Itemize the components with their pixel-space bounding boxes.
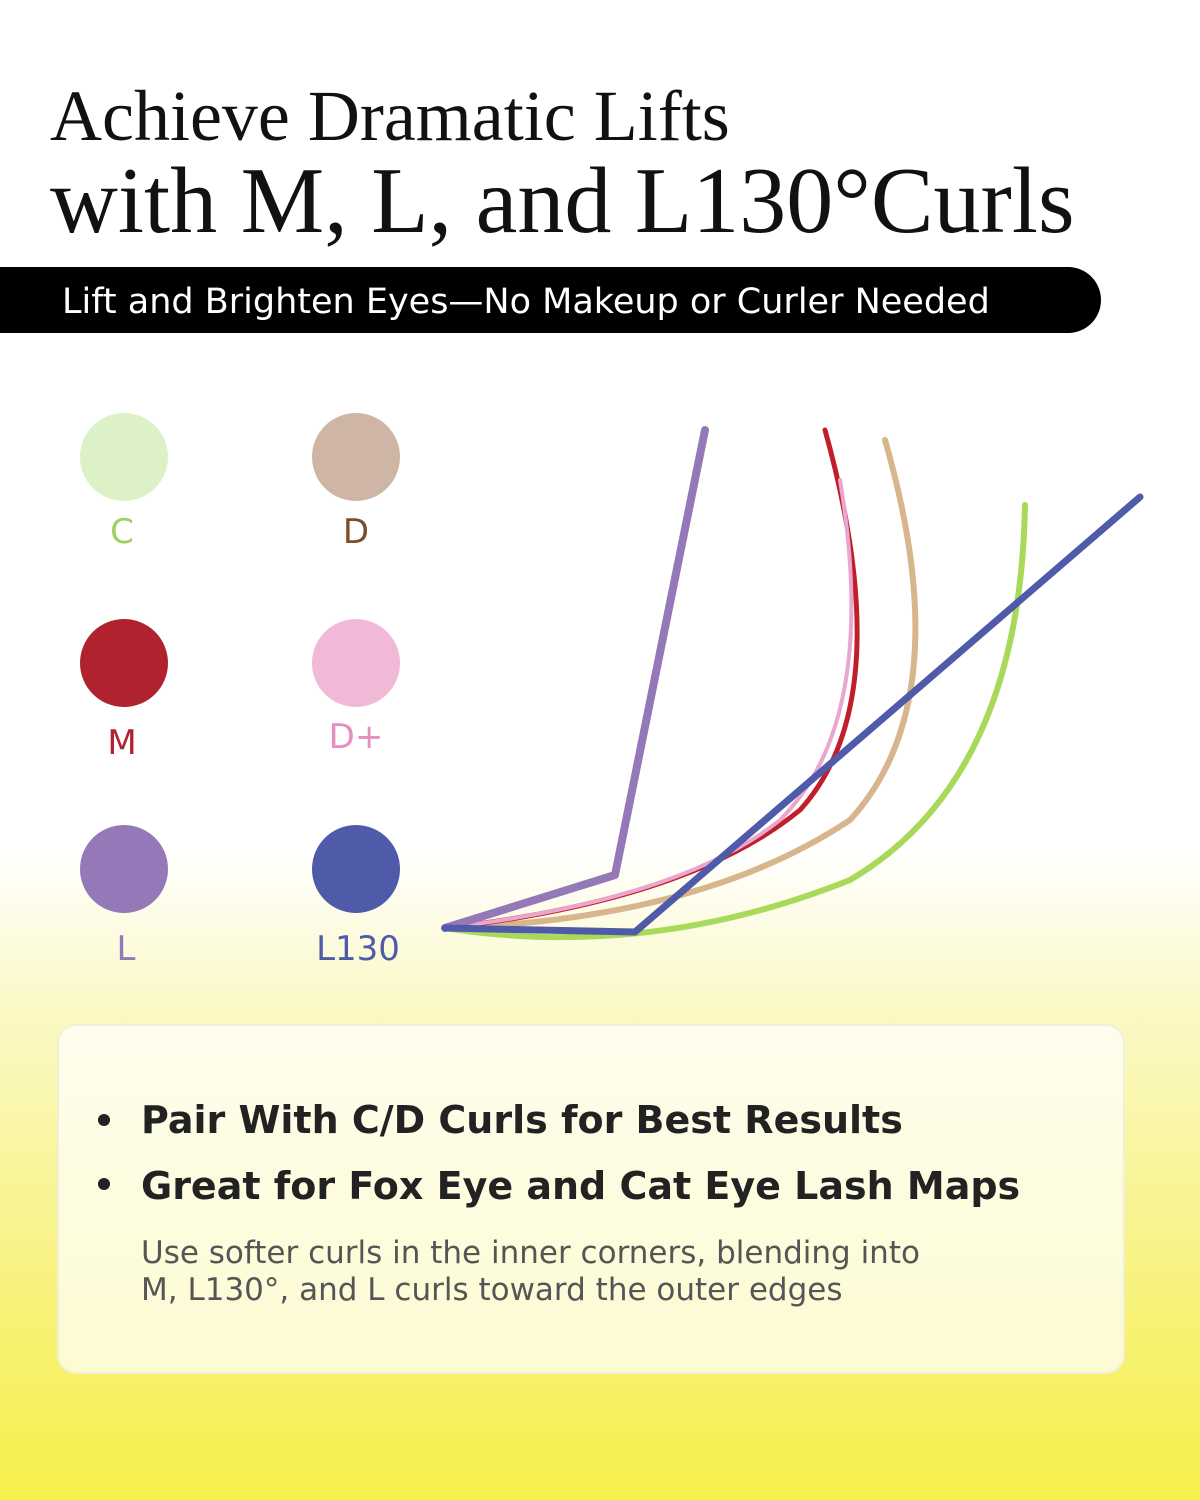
- legend-label: D: [343, 512, 369, 552]
- swatch: [80, 825, 168, 913]
- legend-label: L: [117, 929, 136, 969]
- bullet: [98, 1178, 110, 1190]
- legend-label: L130: [316, 929, 400, 969]
- swatch: [80, 413, 168, 501]
- swatch: [312, 619, 400, 707]
- subtitle: Lift and Brighten Eyes—No Makeup or Curl…: [62, 282, 990, 322]
- bullet: [98, 1114, 110, 1126]
- swatch: [312, 825, 400, 913]
- note: M, L130°, and L curls toward the outer e…: [141, 1272, 842, 1308]
- legend-label: C: [110, 512, 134, 552]
- tip: Pair With C/D Curls for Best Results: [141, 1098, 903, 1142]
- legend-label: D+: [329, 717, 384, 757]
- title-line1: Achieve Dramatic Lifts: [50, 76, 730, 156]
- legend-label: M: [107, 723, 136, 763]
- subtitle-banner: [0, 267, 1101, 333]
- tip: Great for Fox Eye and Cat Eye Lash Maps: [141, 1164, 1020, 1208]
- tips-box: [57, 1024, 1125, 1374]
- lash-curves: [441, 426, 1144, 941]
- swatch: [312, 413, 400, 501]
- swatch: [80, 619, 168, 707]
- title-line2: with M, L, and L130°Curls: [50, 149, 1075, 253]
- note: Use softer curls in the inner corners, b…: [141, 1235, 920, 1271]
